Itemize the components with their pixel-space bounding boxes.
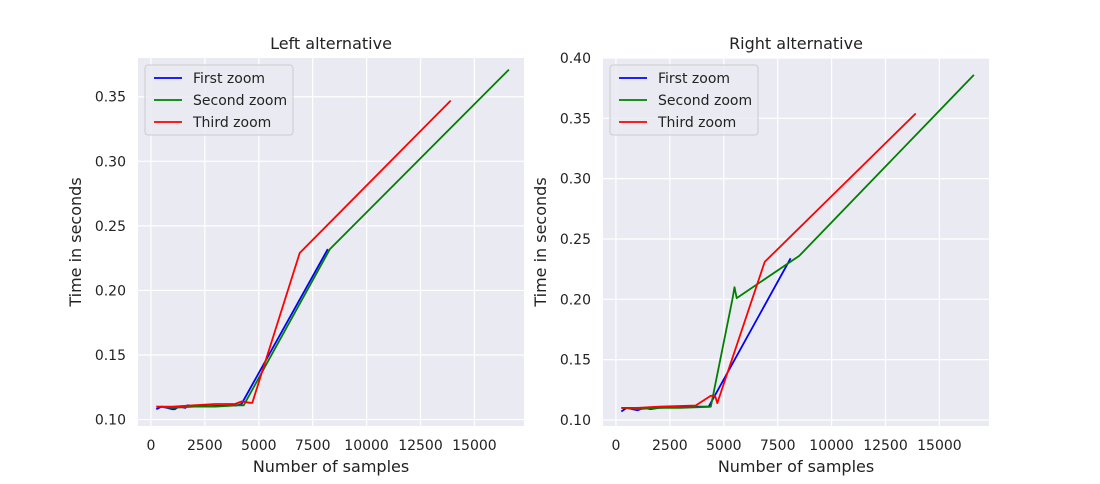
left-legend-label-second-zoom: Second zoom (193, 93, 287, 109)
right-legend-box (609, 64, 759, 136)
right-legend-label-first-zoom: First zoom (658, 71, 730, 87)
left-x-tick-label: 2500 (187, 438, 223, 454)
right-chart: 0 2500 5000 7500 10000 12500 15000 0.10 0.15 0.20… (531, 34, 989, 476)
right-x-tick-label: 7500 (760, 438, 796, 454)
left-y-tick-label: 0.15 (95, 348, 126, 364)
left-x-tick-label: 5000 (241, 438, 277, 454)
left-y-tick-label: 0.10 (95, 413, 126, 429)
left-legend-label-third-zoom: Third zoom (192, 115, 271, 131)
left-legend-label-first-zoom: First zoom (193, 71, 265, 87)
left-chart-title: Left alternative (270, 34, 392, 53)
left-x-tick-label: 0 (146, 438, 155, 454)
left-series-line-third-zoom (156, 99, 452, 408)
right-y-tick-label: 0.30 (560, 172, 591, 188)
left-legend: First zoom Second zoom Third zoom (144, 64, 294, 136)
left-x-tick-label: 15000 (452, 438, 497, 454)
left-y-tick-label: 0.25 (95, 219, 126, 235)
right-series-line-third-zoom (621, 112, 917, 409)
left-y-tick-label: 0.30 (95, 154, 126, 170)
right-y-tick-label: 0.25 (560, 232, 591, 248)
right-x-axis-label: Number of samples (718, 457, 874, 476)
left-x-axis-label: Number of samples (253, 457, 409, 476)
right-y-tick-label: 0.35 (560, 111, 591, 127)
right-y-tick-label: 0.20 (560, 292, 591, 308)
right-chart-title: Right alternative (729, 34, 863, 53)
left-y-tick-label: 0.20 (95, 283, 126, 299)
right-x-tick-label: 0 (611, 438, 620, 454)
right-legend-label-third-zoom: Third zoom (657, 115, 736, 131)
right-y-tick-label: 0.40 (560, 51, 591, 67)
left-series-line-second-zoom (156, 68, 510, 409)
right-legend-label-second-zoom: Second zoom (658, 93, 752, 109)
right-legend: First zoom Second zoom Third zoom (609, 64, 759, 136)
right-x-tick-label: 10000 (809, 438, 854, 454)
right-y-tick-label: 0.15 (560, 353, 591, 369)
left-x-tick-label: 12500 (398, 438, 443, 454)
right-series-line-second-zoom (621, 74, 975, 411)
right-y-axis-label: Time in seconds (531, 177, 550, 307)
left-y-axis-label: Time in seconds (66, 177, 85, 307)
right-x-tick-label: 2500 (652, 438, 688, 454)
right-y-tick-label: 0.10 (560, 413, 591, 429)
right-x-tick-label: 15000 (917, 438, 962, 454)
left-x-tick-label: 7500 (295, 438, 331, 454)
right-x-tick-label: 5000 (706, 438, 742, 454)
right-x-tick-label: 12500 (863, 438, 908, 454)
left-legend-box (144, 64, 294, 136)
left-chart: 0 2500 5000 7500 10000 12500 15000 0.10 0.15 0.20… (66, 34, 524, 476)
left-y-tick-label: 0.35 (95, 90, 126, 106)
left-x-tick-label: 10000 (344, 438, 389, 454)
